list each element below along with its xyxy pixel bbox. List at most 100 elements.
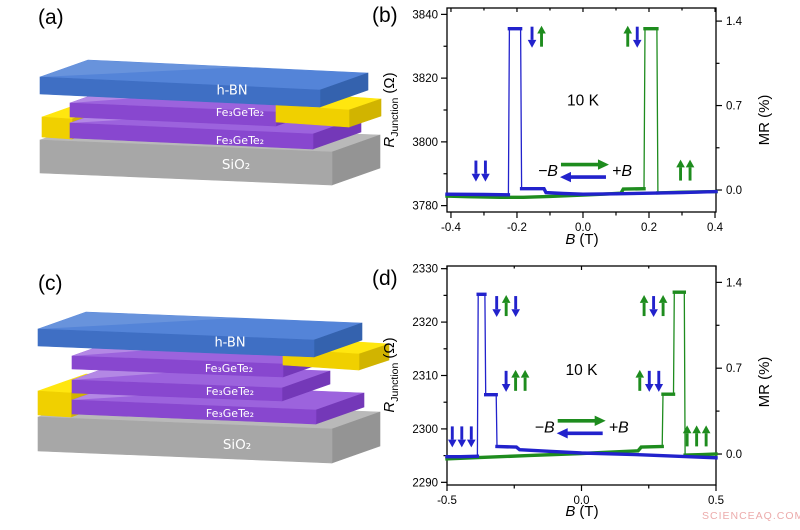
spin-arrow-head	[527, 39, 537, 48]
au-layer-front-face	[37, 390, 72, 418]
y-axis-label-b-symbol: R	[381, 136, 398, 148]
temperature-annotation: 10 K	[567, 92, 600, 109]
temperature-annotation: 10 K	[566, 362, 599, 379]
y-axis-tick-label: 3800	[412, 137, 438, 149]
spin-arrow-head	[632, 39, 642, 48]
x-axis-label-b-unit: (T)	[579, 231, 599, 248]
fgt-layer-front-face	[71, 355, 284, 378]
hbn-layer-front-face	[37, 328, 315, 358]
y-axis-tick-label: 3840	[412, 9, 438, 21]
y-axis-label-d-subscript: Junction	[389, 362, 401, 402]
x-axis-tick-label: 0.0	[574, 495, 590, 507]
x-axis-tick-label: 0.0	[575, 222, 591, 234]
device-schematic-a: SiO₂ Fe₃GeTe₂ Fe₃GeTe₂ h-BN	[39, 59, 382, 186]
sio2-layer-front-face	[39, 139, 333, 186]
sio2-layer-front-face	[37, 416, 333, 464]
mr-axis-tick-label: 0.0	[726, 449, 742, 461]
spin-arrow-head	[682, 425, 692, 434]
spin-arrow-head	[639, 295, 649, 303]
au-layer-front-face	[41, 116, 73, 140]
curve-sweep-neg-to-pos-bold	[683, 452, 718, 457]
y-axis-label-d-unit: (Ω)	[381, 337, 398, 359]
plot-frame	[446, 7, 717, 213]
mr-axis-label-d: MR (%)	[756, 297, 776, 467]
curve-sweep-neg-to-pos-bold	[445, 186, 646, 200]
spin-arrow-head	[654, 384, 664, 392]
sweep-legend-neg-label: −B	[538, 163, 558, 180]
y-axis-label-d-symbol: R	[381, 401, 398, 413]
spin-arrow-head	[676, 159, 685, 168]
mr-axis-tick-label: 1.4	[726, 16, 743, 28]
curve-sweep-pos-to-neg-bold	[519, 186, 718, 196]
mr-axis-tick-label: 0.7	[726, 101, 742, 113]
spin-arrow-head	[481, 173, 490, 182]
sweep-arrow-head	[559, 171, 571, 183]
y-axis-tick-label: 3820	[412, 73, 438, 85]
layer-label: h-BN	[214, 336, 245, 351]
fgt-layer-front-face	[69, 122, 314, 150]
y-axis-tick-label: 2290	[412, 477, 438, 489]
curve-sweep-pos-to-neg-bold	[495, 444, 718, 460]
sweep-legend-neg-label: −B	[535, 419, 555, 436]
x-axis-tick-label: 0.4	[707, 222, 724, 234]
spin-arrow-head	[471, 173, 481, 182]
x-axis-label-d-unit: (T)	[579, 503, 599, 520]
mr-axis-label-d-text: MR (%)	[756, 356, 773, 408]
x-axis-tick-label: -0.5	[437, 495, 457, 507]
panel-label-b: (b)	[372, 4, 398, 27]
x-axis-label-b-symbol: B	[565, 231, 576, 248]
y-axis-tick-label: 2310	[412, 371, 438, 383]
sweep-legend-pos-label: +B	[612, 163, 632, 180]
mr-axis-label-b-text: MR (%)	[756, 94, 773, 146]
panel-label-c: (c)	[38, 272, 63, 295]
spin-arrow-head	[447, 439, 457, 448]
spin-arrow-head	[466, 439, 476, 448]
sweep-arrow-head	[556, 428, 568, 439]
spin-arrow-head	[501, 384, 511, 392]
curve-sweep-pos-to-neg	[446, 28, 717, 196]
spin-arrow-head	[685, 159, 695, 168]
spin-arrow-head	[520, 369, 530, 378]
fgt-layer-front-face	[71, 379, 283, 402]
x-axis-label-d: B (T)	[532, 503, 632, 523]
fgt-layer-front-face	[71, 399, 317, 425]
hbn-layer-front-face	[39, 76, 321, 108]
spin-arrow-head	[492, 309, 501, 318]
hbn-layer-sheen	[40, 60, 242, 77]
layer-label: Fe₃GeTe₂	[206, 385, 254, 398]
spin-arrow-head	[537, 25, 546, 34]
y-axis-tick-label: 2330	[412, 264, 438, 276]
panel-label-d: (d)	[372, 267, 398, 290]
layer-label: SiO₂	[223, 437, 251, 453]
spin-arrow-head	[701, 425, 711, 434]
layer-label: SiO₂	[222, 157, 250, 173]
sweep-legend-pos-label: +B	[609, 419, 629, 436]
spin-arrow-head	[635, 369, 645, 378]
curve-sweep-pos-to-neg-bold	[445, 192, 511, 197]
x-axis-tick-label: 0.2	[641, 222, 657, 234]
watermark: SCIENCEAQ.COM	[702, 510, 800, 522]
x-axis-tick-label: -0.2	[507, 222, 527, 234]
spin-arrow-head	[649, 309, 658, 318]
sweep-arrow-head	[597, 159, 609, 170]
mr-axis-tick-label: 0.7	[726, 363, 742, 375]
y-axis-label-b: RJunction (Ω)	[381, 25, 401, 195]
sweep-arrow-head	[594, 415, 606, 426]
spin-arrow-head	[692, 425, 701, 434]
fgt-layer-front-face	[69, 102, 277, 127]
mr-axis-label-b: MR (%)	[756, 35, 776, 205]
y-axis-tick-label: 3780	[412, 201, 438, 213]
layer-label: h-BN	[216, 84, 247, 99]
layer-label: Fe₃GeTe₂	[206, 407, 254, 420]
spin-arrow-head	[511, 309, 520, 318]
y-axis-tick-label: 2320	[412, 317, 438, 329]
spin-arrow-head	[644, 384, 654, 392]
curve-sweep-pos-to-neg-bold	[445, 454, 480, 459]
spin-arrow-head	[457, 439, 467, 448]
hbn-layer-sheen	[38, 312, 238, 329]
y-axis-label-b-subscript: Junction	[389, 97, 401, 137]
chart-b: 3780 3800 3820 3840 -0.4 -0.2 0.0 0.2 0.4 0.0 0.7 1…	[412, 7, 743, 234]
y-axis-label-d: RJunction (Ω)	[381, 290, 401, 460]
layer-label: Fe₃GeTe₂	[205, 362, 253, 375]
